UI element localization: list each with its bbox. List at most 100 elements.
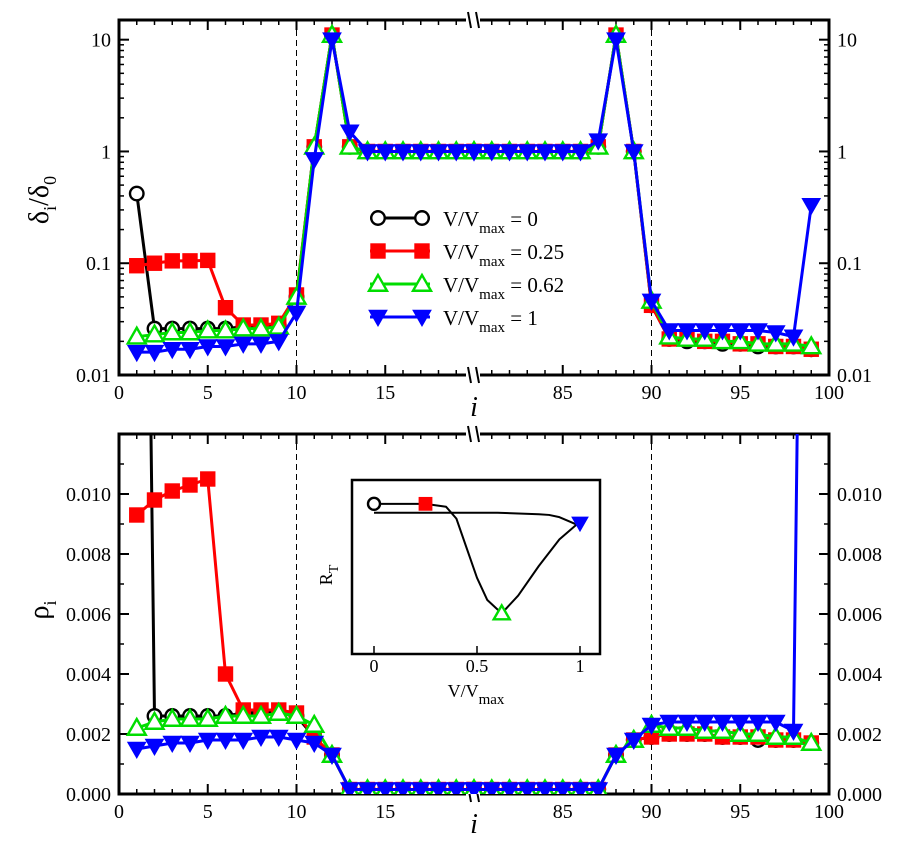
y-tick-label-left: 0.008 [66,544,111,566]
x-tick-label: 100 [814,382,844,404]
series-v1-point [233,732,254,751]
legend-label-value: = 0 [505,207,538,231]
inset-marker [491,602,512,621]
inset-x-tick-label: 0 [370,656,379,676]
series-v062-point [800,731,823,751]
series-v1-point [606,32,626,50]
legend-label-main: V/V [443,207,479,231]
series-v1-point [215,732,236,751]
y-tick-label-left: 0.01 [76,365,111,387]
axis-break-mark [467,366,472,384]
series-v1-point [446,782,467,794]
series-v1-point [748,323,768,341]
series-v062-point [143,710,166,730]
series-v1-point [357,782,378,794]
series-v1-point [162,735,183,754]
series-v1-point [339,782,360,794]
top-y-axis-label: δi/δ0 [24,176,60,224]
series-v1-point [428,782,449,794]
series-v1-point [535,144,555,162]
y-tick-label-right: 10 [837,30,857,52]
x-tick-label: 85 [553,801,573,823]
series-v062-point [214,704,237,724]
series-v062-point [764,332,787,352]
series-v062-point [267,315,290,335]
legend-marker [370,243,386,259]
series-v1-point [552,144,573,162]
x-tick-label: 85 [553,382,573,404]
inset-x-tick-label: 1 [576,656,585,676]
legend-label: V/Vmax = 1 [443,306,538,336]
y-tick-label-right: 0.004 [837,664,882,686]
series-v025-point [182,253,198,269]
series-v1-point [694,323,715,341]
series-v062-point [196,319,219,339]
series-v1-point [641,717,662,736]
series-v1-point [588,782,609,794]
x-tick-label: 90 [642,801,662,823]
series-v025-line [474,33,812,351]
series-v1-point [233,336,254,354]
series-v1-point [783,723,804,742]
series-v1-point [641,293,662,311]
series-v062-point [125,325,148,345]
series-v1-point [180,735,200,754]
series-v0-line [474,33,812,351]
series-v1-point [677,714,697,733]
series-v1-point [552,782,573,794]
y-tick-label-left: 0.006 [66,604,111,626]
x-tick-label: 10 [287,382,307,404]
legend-label-sub: max [479,254,505,270]
series-v1-point [464,144,484,162]
series-v1-point [623,732,644,751]
inset-group: 0 0.5 1 [366,496,589,676]
series-v1-point [251,729,271,748]
series-v1-point [268,729,289,748]
series-v1-point [570,782,591,794]
series-v1-point [304,152,325,170]
series-v062-point [267,701,290,721]
series-v062-point [800,335,823,355]
series-v1-point [694,714,715,733]
series-v1-point [677,323,697,341]
series-v1-point [322,32,342,50]
y-tick-label-right: 0.01 [837,365,872,387]
x-tick-label: 90 [642,382,662,404]
series-v1-point [428,144,449,162]
legend-label-value: = 1 [505,306,538,330]
series-v025-point [164,253,180,269]
y-tick-label-left: 0.1 [86,253,111,275]
series-v1-point [659,714,680,733]
series-v1-point [197,339,218,357]
series-v062-point [178,321,202,341]
series-v062-point [125,716,148,736]
series-v1-point [375,144,396,162]
series-v1-point [180,341,200,360]
inset-frame [350,478,602,656]
series-v062-point [303,713,326,733]
legend-label-main: V/V [443,240,479,264]
series-v1-point [730,323,751,341]
series-v1-point [517,144,538,162]
series-v062-point [249,704,273,724]
legend-label-main: V/V [443,273,479,297]
series-v025-point [217,300,234,316]
series-v1-point [499,782,520,794]
inset-x-tick-label: 0.5 [466,656,489,676]
series-v062-point [161,321,184,341]
series-v1-point [126,741,147,760]
inset-marker [366,496,382,512]
series-v1-point [623,144,644,162]
legend-marker [410,272,434,292]
bottom-y-axis-label: ρi [24,601,60,620]
x-tick-label: 0 [114,382,124,404]
x-tick-label: 10 [287,801,307,823]
series-v025-point [129,258,145,274]
series-v1-point [783,329,804,347]
series-v1-point [162,341,183,360]
y-tick-label-right: 0.008 [837,544,882,566]
series-v025-point [200,252,216,269]
legend: V/Vmax = 0V/Vmax = 0.25V/Vmax = 0.62V/Vm… [366,207,564,336]
